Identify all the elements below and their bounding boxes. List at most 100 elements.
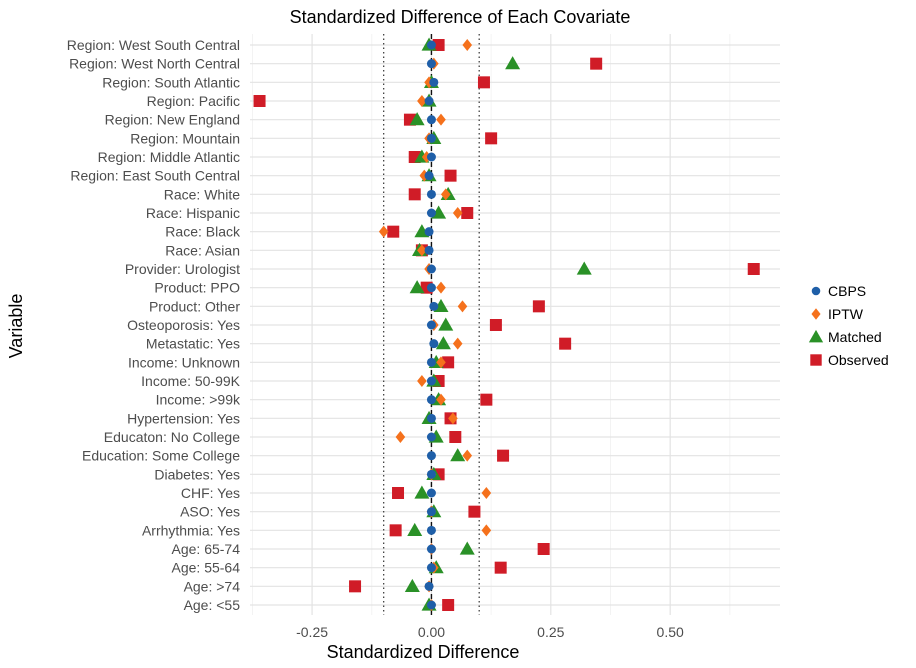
point-matched (505, 56, 521, 70)
y-tick-label: Income: >99k (156, 392, 241, 408)
point-observed (489, 319, 502, 331)
point-observed (468, 505, 481, 518)
point-iptw (481, 524, 492, 537)
point-cbps (426, 189, 436, 199)
y-tick-label: ASO: Yes (180, 504, 240, 520)
point-observed (449, 431, 462, 443)
y-tick-label: Income: 50-99K (141, 373, 240, 389)
y-tick-label: Race: White (164, 186, 240, 202)
y-tick-label: Metastatic: Yes (146, 336, 240, 352)
point-iptw (421, 151, 432, 163)
point-matched (409, 112, 425, 126)
point-cbps (426, 525, 436, 535)
point-matched (576, 261, 592, 275)
y-tick-label: Hypertension: Yes (127, 410, 240, 426)
point-cbps (426, 208, 436, 218)
point-observed (408, 188, 421, 201)
point-cbps (426, 320, 436, 330)
legend-label-cbps: CBPS (828, 283, 866, 299)
point-iptw (417, 95, 427, 107)
point-cbps (426, 264, 436, 274)
point-iptw (481, 487, 492, 499)
point-iptw (417, 244, 427, 257)
point-matched (409, 280, 425, 294)
point-cbps (424, 96, 434, 106)
y-tick-label: Race: Asian (165, 242, 240, 258)
point-cbps (426, 563, 436, 573)
point-iptw (417, 375, 427, 387)
y-tick-label: Region: Pacific (147, 93, 240, 109)
point-cbps (426, 40, 436, 50)
y-tick-label: Age: 55-64 (172, 560, 241, 576)
legend-key-cbps (811, 286, 821, 296)
point-observed (480, 393, 493, 406)
legend-label-matched: Matched (828, 329, 882, 345)
point-iptw (436, 281, 446, 294)
point-cbps (426, 469, 436, 479)
point-observed (349, 580, 362, 593)
point-matched (414, 485, 430, 499)
y-tick-label: Region: West South Central (67, 37, 240, 53)
y-tick-label: Education: Some College (82, 448, 240, 464)
point-iptw (462, 449, 473, 462)
y-tick-label: Region: West North Central (69, 56, 240, 72)
legend-key-matched (808, 329, 824, 343)
chart-title: Standardized Difference of Each Covariat… (290, 7, 631, 27)
point-cbps (426, 376, 436, 386)
y-axis-tick-labels: Region: West South Central Region: West N… (67, 37, 241, 613)
point-observed (537, 543, 550, 555)
y-tick-label: Region: New England (105, 112, 240, 128)
y-tick-label: Region: South Atlantic (102, 74, 240, 90)
x-tick-label: 0.50 (657, 624, 684, 640)
point-cbps (426, 413, 436, 423)
point-observed (747, 263, 760, 275)
point-cbps (426, 283, 436, 293)
point-observed (253, 95, 266, 107)
y-tick-label: Race: Black (165, 224, 241, 240)
point-iptw (452, 337, 463, 350)
point-cbps (424, 171, 434, 181)
point-iptw (462, 39, 473, 51)
y-tick-label: Age: 65-74 (172, 541, 241, 557)
point-matched (459, 541, 475, 555)
point-cbps (424, 245, 434, 255)
point-observed (387, 225, 400, 238)
point-cbps (426, 152, 436, 162)
point-iptw (448, 412, 458, 425)
point-observed (432, 39, 445, 51)
point-observed (461, 207, 474, 219)
y-tick-label: Arrhythmia: Yes (142, 522, 240, 538)
x-tick-label: -0.25 (296, 624, 328, 640)
point-cbps (426, 600, 436, 610)
point-cbps (424, 581, 434, 591)
point-cbps (426, 59, 436, 69)
point-observed (485, 132, 498, 145)
point-observed (494, 561, 507, 574)
point-iptw (424, 76, 434, 89)
point-iptw (457, 300, 468, 313)
point-cbps (426, 544, 436, 554)
point-cbps (426, 395, 436, 405)
gridlines (250, 34, 780, 615)
point-cbps (426, 432, 436, 442)
point-observed (497, 449, 510, 462)
point-cbps (429, 339, 439, 349)
legend-key-iptw (811, 308, 821, 320)
y-tick-label: Osteoporosis: Yes (127, 317, 240, 333)
point-observed (442, 599, 455, 611)
point-cbps (426, 451, 436, 461)
point-observed (389, 524, 402, 537)
point-iptw (440, 188, 451, 201)
point-iptw (436, 113, 446, 126)
y-tick-label: Region: East South Central (70, 168, 240, 184)
x-axis-title: Standardized Difference (327, 642, 520, 662)
point-cbps (426, 133, 436, 143)
y-tick-label: Product: PPO (154, 280, 240, 296)
point-matched (438, 317, 454, 331)
x-axis-tick-labels: -0.25 0.00 0.25 0.50 (296, 624, 684, 640)
legend: CBPS IPTW Matched Observed (808, 283, 889, 368)
point-iptw (419, 169, 430, 182)
y-tick-label: Product: Other (149, 298, 240, 314)
data-points (253, 37, 760, 611)
